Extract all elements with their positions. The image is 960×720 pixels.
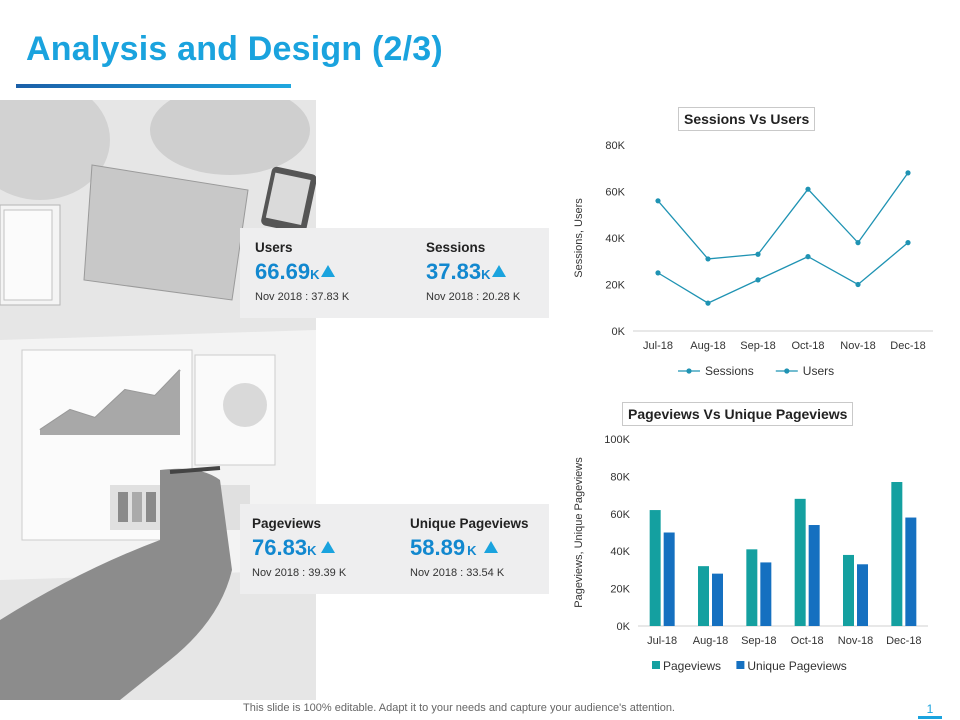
bar-pageviews [794, 498, 806, 626]
y-tick-label: 0K [617, 621, 631, 633]
legend-marker-icon [686, 368, 692, 374]
data-point [905, 170, 911, 176]
trend-up-icon [484, 541, 499, 553]
bar-unique-pageviews [760, 562, 772, 626]
x-tick-label: Jul-18 [643, 340, 673, 352]
x-tick-label: Aug-18 [690, 340, 725, 352]
y-tick-label: 60K [605, 187, 625, 199]
y-axis-title: Pageviews, Unique Pageviews [573, 457, 585, 608]
data-point [755, 251, 761, 257]
y-tick-label: 100K [604, 434, 630, 446]
kpi-value: 76.83K [252, 535, 346, 561]
legend-label: Users [803, 364, 834, 378]
title-underline [16, 84, 291, 88]
kpi-subtext: Nov 2018 : 39.39 K [252, 567, 347, 579]
kpi-value: 66.69K [255, 259, 349, 285]
y-tick-label: 80K [610, 471, 630, 483]
trend-up-icon [321, 265, 336, 277]
data-point [855, 281, 861, 288]
y-tick-label: 0K [612, 326, 626, 338]
x-tick-label: Oct-18 [791, 340, 824, 352]
data-point [655, 270, 661, 276]
footer-note: This slide is 100% editable. Adapt it to… [243, 702, 675, 714]
kpi-subtext: Nov 2018 : 20.28 K [426, 291, 521, 303]
series-line-sessions [657, 172, 909, 260]
kpi-label: Users [255, 240, 293, 255]
sessions-users-line-chart: Sessions, Users 0K 20K 40K 60K 80K Jul-18 Aug-1… [573, 140, 933, 378]
kpi-value: 37.83K [426, 259, 520, 285]
trend-up-icon [492, 265, 507, 277]
kpi-sessions: Sessions 37.83K Nov 2018 : 20.28 K [426, 240, 520, 303]
x-tick-label: Nov-18 [840, 340, 875, 352]
y-tick-label: 80K [605, 140, 625, 152]
kpi-subtext: Nov 2018 : 37.83 K [255, 291, 350, 303]
x-tick-label: Oct-18 [791, 635, 824, 647]
legend-label: Sessions [705, 364, 754, 378]
series-line-users [657, 242, 909, 304]
bar-pageviews [649, 510, 661, 626]
y-tick-label: 40K [605, 233, 625, 245]
bar-pageviews [746, 549, 758, 626]
kpi-card-pageviews: Pageviews 76.83K Nov 2018 : 39.39 K Uniq… [240, 504, 549, 594]
y-tick-label: 20K [610, 584, 630, 596]
data-point [705, 300, 711, 306]
data-point [905, 240, 911, 246]
page-title: Analysis and Design (2/3) [26, 30, 443, 68]
x-tick-label: Dec-18 [886, 635, 921, 647]
chart-title-sessions-users: Sessions Vs Users [678, 107, 816, 131]
kpi-label: Unique Pageviews [410, 516, 529, 531]
bar-pageviews [698, 566, 709, 626]
bar-unique-pageviews [905, 517, 917, 626]
page-number: 1 [926, 702, 934, 716]
background-photo [0, 100, 316, 700]
bar-pageviews [843, 554, 854, 626]
legend-label: Unique Pageviews [747, 659, 846, 673]
kpi-value: 58.89 K [410, 535, 529, 561]
legend-label: Pageviews [663, 659, 721, 673]
bar-pageviews [891, 482, 903, 626]
x-tick-label: Aug-18 [693, 635, 728, 647]
trend-up-icon [321, 541, 336, 553]
pageviews-bar-chart: Pageviews, Unique Pageviews 0K 20K 40K 60K 80… [573, 434, 928, 673]
kpi-pageviews: Pageviews 76.83K Nov 2018 : 39.39 K [252, 516, 346, 579]
chart-title-pageviews: Pageviews Vs Unique Pageviews [622, 402, 854, 426]
photo-illustration [0, 100, 316, 700]
kpi-unique-pageviews: Unique Pageviews 58.89 K Nov 2018 : 33.54… [410, 516, 529, 579]
x-tick-label: Nov-18 [838, 635, 873, 647]
kpi-users: Users 66.69K Nov 2018 : 37.83 K [255, 240, 349, 303]
x-tick-label: Sep-18 [740, 340, 775, 352]
legend-marker-icon [784, 368, 790, 374]
data-point [805, 186, 811, 192]
x-tick-label: Dec-18 [890, 340, 925, 352]
legend-swatch-icon [736, 661, 745, 669]
bar-unique-pageviews [857, 564, 868, 626]
y-tick-label: 40K [610, 546, 630, 558]
y-axis-title: Sessions, Users [573, 198, 585, 278]
x-tick-label: Jul-18 [647, 635, 677, 647]
data-point [755, 277, 761, 283]
data-point [655, 198, 661, 204]
kpi-label: Pageviews [252, 516, 322, 531]
kpi-card-users-sessions: Users 66.69K Nov 2018 : 37.83 K Sessions… [240, 228, 549, 318]
legend-swatch-icon [652, 661, 660, 669]
bar-unique-pageviews [712, 573, 723, 626]
kpi-subtext: Nov 2018 : 33.54 K [410, 567, 505, 579]
x-tick-label: Sep-18 [741, 635, 776, 647]
bar-unique-pageviews [808, 525, 820, 626]
y-tick-label: 60K [610, 509, 630, 521]
y-tick-label: 20K [605, 280, 625, 292]
bar-unique-pageviews [663, 532, 675, 626]
page-number-underline [918, 716, 942, 719]
data-point [705, 256, 711, 262]
data-point [805, 254, 811, 260]
data-point [855, 240, 861, 246]
kpi-label: Sessions [426, 240, 486, 255]
